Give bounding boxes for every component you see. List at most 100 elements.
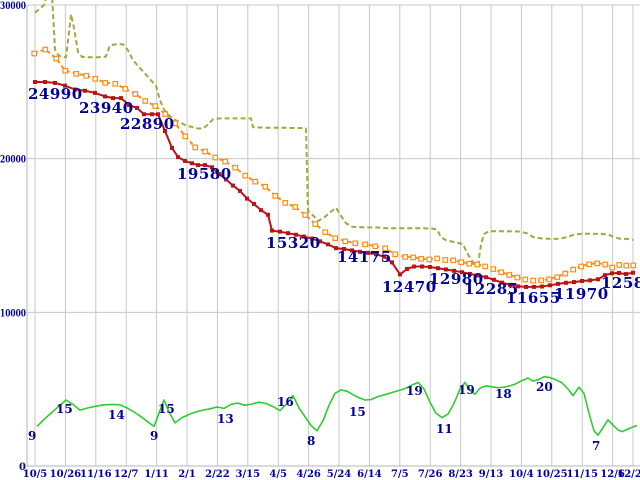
- marker-average-price: [73, 70, 80, 77]
- marker-average-price: [42, 46, 49, 53]
- marker-lowest-price: [119, 96, 123, 101]
- marker-average-price: [609, 264, 616, 271]
- marker-average-price: [450, 257, 457, 264]
- count-data-label: 19: [458, 383, 475, 397]
- marker-lowest-price: [500, 280, 504, 285]
- x-axis-tick-label: 4/5: [269, 469, 287, 480]
- y-axis-tick-label: 20000: [0, 155, 26, 166]
- marker-lowest-price: [524, 284, 528, 289]
- marker-lowest-price: [203, 163, 207, 168]
- marker-average-price: [522, 276, 529, 283]
- marker-lowest-price: [266, 212, 270, 217]
- marker-average-price: [623, 262, 630, 269]
- marker-average-price: [322, 229, 329, 236]
- x-axis-tick-label: 2/1: [178, 469, 196, 480]
- marker-lowest-price: [412, 264, 416, 269]
- marker-lowest-price: [83, 88, 87, 93]
- marker-average-price: [466, 260, 473, 267]
- x-axis-tick-label: 9/13: [479, 469, 504, 480]
- count-data-label: 18: [495, 387, 512, 401]
- marker-lowest-price: [548, 283, 552, 288]
- x-axis-tick-label: 7/26: [418, 469, 443, 480]
- marker-lowest-price: [603, 273, 607, 278]
- marker-average-price: [342, 238, 349, 245]
- marker-lowest-price: [596, 277, 600, 282]
- marker-lowest-price: [252, 201, 256, 206]
- marker-lowest-price: [294, 232, 298, 237]
- marker-average-price: [62, 67, 69, 74]
- x-axis-tick-label: 10/26: [50, 469, 82, 480]
- marker-average-price: [410, 254, 417, 261]
- marker-average-price: [426, 256, 433, 263]
- marker-lowest-price: [556, 281, 560, 286]
- x-axis-tick-label: 3/15: [236, 469, 261, 480]
- x-axis-tick-label: 8/23: [448, 469, 473, 480]
- marker-lowest-price: [476, 273, 480, 278]
- price-data-label: 14175: [337, 248, 392, 266]
- x-axis-tick-label: 10/25: [536, 469, 568, 480]
- marker-lowest-price: [342, 247, 346, 252]
- count-data-label: 14: [108, 408, 125, 422]
- marker-average-price: [162, 111, 169, 117]
- x-axis-tick-label: 4/26: [296, 469, 321, 480]
- marker-average-price: [172, 120, 179, 127]
- marker-average-price: [302, 212, 309, 218]
- price-data-label: 12470: [382, 278, 437, 296]
- marker-lowest-price: [270, 228, 274, 233]
- marker-lowest-price: [163, 129, 167, 134]
- marker-lowest-price: [156, 112, 160, 117]
- marker-lowest-price: [245, 196, 249, 201]
- marker-average-price: [482, 263, 489, 270]
- marker-average-price: [578, 263, 585, 270]
- marker-average-price: [292, 204, 299, 210]
- marker-lowest-price: [374, 252, 378, 257]
- marker-average-price: [418, 255, 425, 262]
- marker-lowest-price: [43, 79, 47, 84]
- marker-lowest-price: [334, 246, 338, 251]
- marker-lowest-price: [444, 267, 448, 272]
- marker-lowest-price: [580, 278, 584, 283]
- marker-average-price: [458, 259, 465, 266]
- marker-lowest-price: [532, 284, 536, 289]
- marker-average-price: [490, 266, 497, 272]
- count-data-label: 15: [349, 405, 366, 419]
- marker-lowest-price: [183, 158, 187, 163]
- marker-lowest-price: [326, 242, 330, 247]
- marker-average-price: [382, 245, 389, 252]
- price-data-label: 12285: [464, 280, 519, 298]
- price-data-label: 19580: [177, 165, 232, 183]
- marker-lowest-price: [610, 271, 614, 276]
- marker-lowest-price: [73, 87, 77, 92]
- marker-average-price: [83, 72, 90, 79]
- marker-average-price: [142, 98, 149, 104]
- marker-average-price: [232, 164, 239, 171]
- price-data-label: 11655: [506, 289, 561, 307]
- price-data-label: 12980: [429, 270, 484, 288]
- count-data-label: 19: [406, 384, 423, 398]
- marker-average-price: [392, 251, 399, 258]
- marker-average-price: [530, 277, 537, 284]
- count-data-label: 15: [56, 402, 73, 416]
- marker-lowest-price: [452, 268, 456, 273]
- series-line-average-price: [33, 48, 634, 282]
- marker-lowest-price: [278, 229, 282, 234]
- marker-lowest-price: [508, 282, 512, 287]
- marker-lowest-price: [196, 163, 200, 168]
- marker-average-price: [332, 235, 339, 242]
- price-data-label: 22890: [120, 115, 175, 133]
- price-data-label: 12580: [601, 274, 640, 292]
- marker-average-price: [570, 266, 577, 273]
- marker-average-price: [53, 55, 60, 62]
- marker-lowest-price: [492, 277, 496, 282]
- marker-lowest-price: [468, 271, 472, 276]
- marker-lowest-price: [516, 284, 520, 289]
- price-data-label: 23940: [79, 99, 134, 117]
- marker-lowest-price: [190, 161, 194, 166]
- count-data-label: 20: [536, 380, 553, 394]
- marker-average-price: [362, 241, 369, 248]
- marker-average-price: [262, 183, 269, 190]
- marker-lowest-price: [93, 90, 97, 95]
- marker-lowest-price: [238, 188, 242, 193]
